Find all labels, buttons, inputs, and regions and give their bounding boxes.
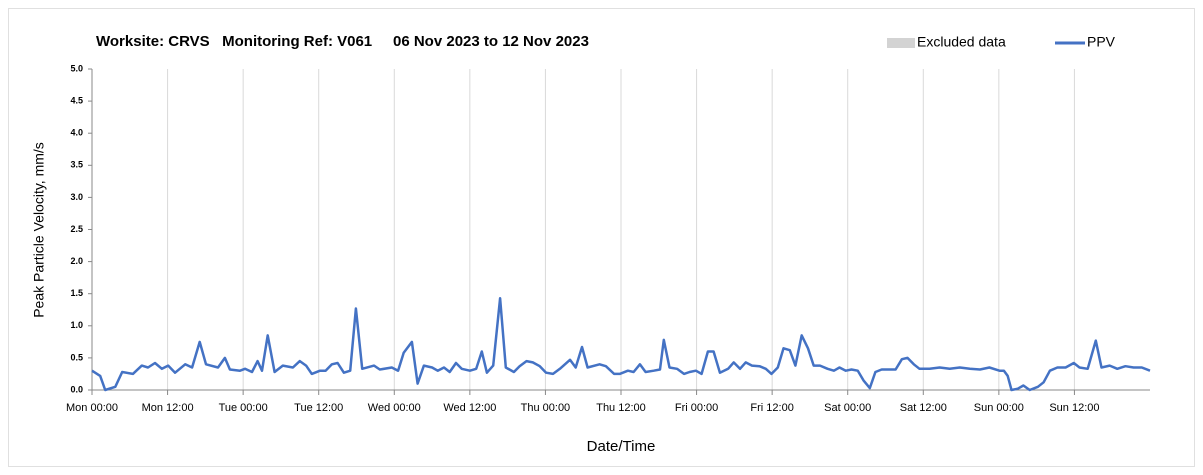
y-tick-label: 1.5 [70,288,83,298]
y-tick-label: 4.0 [70,128,83,138]
y-axis-label: Peak Particle Velocity, mm/s [31,142,47,318]
y-tick-label: 0.0 [70,384,83,394]
y-tick-label: 5.0 [70,63,83,73]
x-tick-label: Fri 12:00 [750,402,793,414]
x-tick-label: Wed 00:00 [368,402,421,414]
y-tick-label: 2.0 [70,256,83,266]
x-tick-label: Sun 12:00 [1049,402,1099,414]
x-tick-label: Sat 00:00 [824,402,871,414]
y-tick-label: 4.5 [70,95,83,105]
x-axis-label: Date/Time [587,438,656,455]
y-tick-label: 3.0 [70,192,83,202]
y-tick-label: 0.5 [70,352,83,362]
x-tick-label: Mon 12:00 [142,402,194,414]
x-tick-label: Wed 12:00 [443,402,496,414]
x-tick-label: Sat 12:00 [900,402,947,414]
x-tick-label: Mon 00:00 [66,402,118,414]
x-tick-label: Thu 00:00 [521,402,571,414]
y-tick-label: 1.0 [70,320,83,330]
x-tick-label: Sun 00:00 [974,402,1024,414]
legend-label: Excluded data [917,34,1006,50]
y-tick-label: 3.5 [70,160,83,170]
x-tick-label: Fri 00:00 [675,402,718,414]
x-tick-label: Thu 12:00 [596,402,646,414]
x-tick-label: Tue 12:00 [294,402,343,414]
frame [8,8,1195,467]
data-line [91,296,1151,392]
legend-swatch [887,38,915,48]
x-tick-label: Tue 00:00 [219,402,268,414]
chart-title: Worksite: CRVS Monitoring Ref: V061 06 N… [96,33,589,50]
legend-label: PPV [1087,34,1116,50]
y-tick-label: 2.5 [70,224,83,234]
